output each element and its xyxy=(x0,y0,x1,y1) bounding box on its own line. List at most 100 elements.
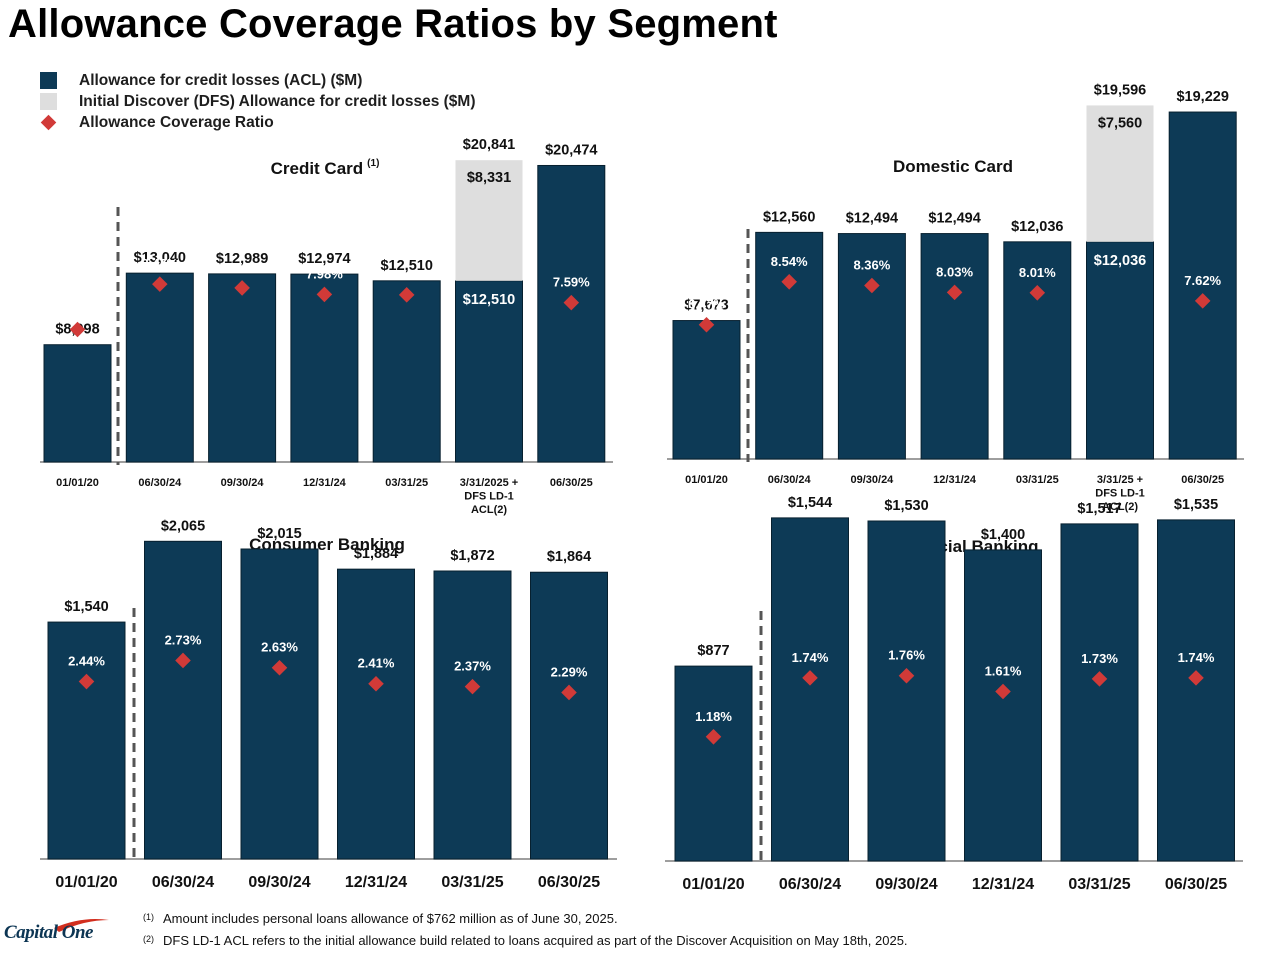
tick-label: 06/30/25 xyxy=(538,874,600,891)
tick-label: 09/30/24 xyxy=(875,876,937,893)
bar-inner-label: $12,510 xyxy=(463,292,515,308)
bar-total-label: $19,596 xyxy=(1094,82,1146,98)
ratio-label: 7.96% xyxy=(388,267,425,282)
ratio-diamond xyxy=(1091,671,1108,687)
bar-total-label: $1,540 xyxy=(64,599,108,615)
legend-label-ratio: Allowance Coverage Ratio xyxy=(79,113,274,131)
bar-acl xyxy=(1157,519,1235,862)
ratio-label: 2.63% xyxy=(261,640,298,655)
ratio-label: 2.44% xyxy=(68,654,105,669)
ratio-label: 1.73% xyxy=(1081,651,1118,666)
bar-acl xyxy=(537,164,606,463)
tick-label: 06/30/24 xyxy=(768,474,812,486)
bar-total-label: $1,872 xyxy=(450,548,494,564)
tick-label: 09/30/24 xyxy=(221,477,265,489)
tick-label: 06/30/25 xyxy=(1165,876,1227,893)
legend-label-acl: Allowance for credit losses (ACL) ($M) xyxy=(79,71,363,89)
bar-total-label: $2,065 xyxy=(161,518,205,534)
legend: Allowance for credit losses (ACL) ($M) I… xyxy=(40,70,476,133)
tick-label: 12/31/24 xyxy=(345,874,407,891)
bar-total-label: $1,517 xyxy=(1077,501,1121,517)
chart-title: Credit Card (1) xyxy=(271,158,380,178)
footnote-marker: (2) xyxy=(143,934,154,944)
tick-label: 12/31/24 xyxy=(933,474,977,486)
ratio-label: 8.29% xyxy=(224,260,261,275)
bar-acl xyxy=(672,320,741,460)
tick-label: 12/31/24 xyxy=(972,876,1034,893)
bar-acl xyxy=(1003,241,1072,460)
footnote-2: (2) DFS LD-1 ACL refers to the initial al… xyxy=(143,930,908,952)
tick-label: 01/01/20 xyxy=(56,477,99,489)
ratio-label: 2.41% xyxy=(358,656,395,671)
ratio-diamond xyxy=(561,684,577,701)
tick-label: 09/30/24 xyxy=(850,474,894,486)
tick-label: 06/30/25 xyxy=(550,477,593,489)
bar-total-label: $13,040 xyxy=(134,250,186,266)
bar-acl xyxy=(372,280,441,463)
bar-acl xyxy=(208,273,277,463)
bar-total-label: $877 xyxy=(697,643,729,659)
bar-acl xyxy=(337,568,415,860)
ratio-label: 1.74% xyxy=(1178,650,1215,665)
ratio-label: 1.74% xyxy=(792,650,829,665)
tick-label: 12/31/24 xyxy=(303,477,347,489)
tick-label: 06/30/25 xyxy=(1181,474,1224,486)
bar-dfs-label: $7,560 xyxy=(1098,115,1142,131)
tick-label: DFS LD-1 xyxy=(1095,488,1145,500)
bar-acl xyxy=(47,621,126,860)
bar-inner-label: $12,036 xyxy=(1094,253,1146,269)
tick-label: 06/30/24 xyxy=(779,876,841,893)
ratio-label: 8.01% xyxy=(1019,265,1056,280)
tick-label: 3/31/2025 + xyxy=(460,477,518,489)
brand-name: Capital One xyxy=(4,922,93,943)
ratio-label: 8.54% xyxy=(771,254,808,269)
bar-total-label: $20,841 xyxy=(463,137,515,153)
tick-label: ACL(2) xyxy=(471,504,507,516)
bar-total-label: $1,530 xyxy=(884,498,928,514)
ratio-label: 8.03% xyxy=(936,264,973,279)
tick-label: 03/31/25 xyxy=(1068,876,1130,893)
bar-acl xyxy=(867,520,946,862)
tick-label: 01/01/20 xyxy=(55,874,117,891)
bar-total-label: $12,510 xyxy=(380,258,432,274)
bar-total-label: $12,989 xyxy=(216,251,268,267)
bar-acl xyxy=(530,571,608,860)
ratio-label: 2.37% xyxy=(454,659,491,674)
tick-label: 03/31/25 xyxy=(1016,474,1059,486)
ratio-diamond xyxy=(802,670,818,686)
ratio-label: 8.47% xyxy=(141,256,178,271)
chart-title: Domestic Card xyxy=(893,157,1013,176)
bar-acl xyxy=(1086,241,1154,460)
footnote-text: Amount includes personal loans allowance… xyxy=(163,911,618,926)
legend-swatch-navy xyxy=(40,72,57,89)
bar-acl xyxy=(1060,523,1139,862)
tick-label: 03/31/25 xyxy=(441,874,503,891)
tick-label: ACL(2) xyxy=(1102,501,1138,513)
bar-acl xyxy=(755,231,824,460)
tick-label: 3/31/25 + xyxy=(1097,474,1143,486)
tick-label: 03/31/25 xyxy=(385,477,428,489)
bar-total-label: $1,544 xyxy=(788,495,832,511)
ratio-label: 7.98% xyxy=(306,266,343,281)
bar-acl xyxy=(455,280,523,463)
bar-dfs-label: $8,331 xyxy=(467,170,511,186)
footnotes: (1) Amount includes personal loans allowa… xyxy=(143,908,908,952)
bar-total-label: $12,036 xyxy=(1011,219,1063,235)
bar-total-label: $1,400 xyxy=(981,527,1025,543)
tick-label: 09/30/24 xyxy=(248,874,310,891)
bar-total-label: $12,974 xyxy=(298,251,350,267)
footnote-text: DFS LD-1 ACL refers to the initial allow… xyxy=(163,933,908,948)
chart-title-superscript: (1) xyxy=(367,158,379,169)
bar-acl xyxy=(964,549,1042,862)
tick-label: 06/30/24 xyxy=(138,477,182,489)
bar-acl xyxy=(144,540,222,860)
ratio-label: 7.62% xyxy=(1184,273,1221,288)
ratio-diamond xyxy=(995,683,1011,700)
bar-acl xyxy=(674,665,753,862)
ratio-label: 2.29% xyxy=(551,664,588,679)
footnote-marker: (1) xyxy=(143,912,154,922)
legend-item-acl: Allowance for credit losses (ACL) ($M) xyxy=(40,70,476,91)
bar-dfs xyxy=(455,160,523,281)
bar-total-label: $2,015 xyxy=(257,526,301,542)
ratio-label: 8.36% xyxy=(853,258,890,273)
